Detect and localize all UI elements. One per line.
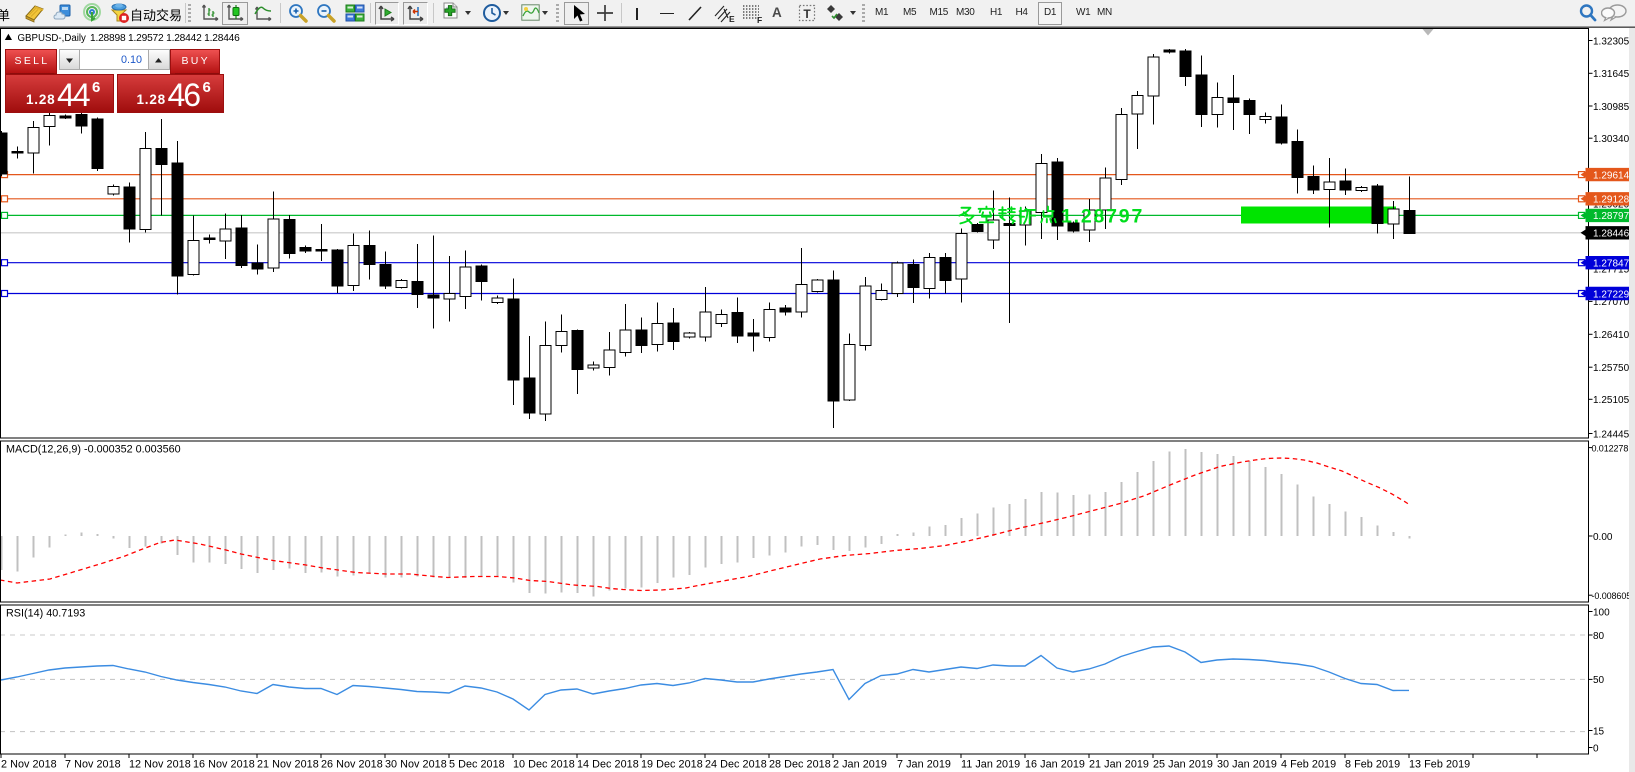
svg-text:MACD(12,26,9) -0.000352 0.0035: MACD(12,26,9) -0.000352 0.003560 <box>6 444 181 456</box>
svg-text:7 Jan 2019: 7 Jan 2019 <box>897 759 951 771</box>
svg-text:E: E <box>729 14 735 24</box>
svg-text:21 Jan 2019: 21 Jan 2019 <box>1089 759 1149 771</box>
svg-text:16 Nov 2018: 16 Nov 2018 <box>193 759 255 771</box>
svg-text:2 Nov 2018: 2 Nov 2018 <box>1 759 57 771</box>
svg-text:16 Jan 2019: 16 Jan 2019 <box>1025 759 1085 771</box>
svg-text:14 Dec 2018: 14 Dec 2018 <box>577 759 639 771</box>
svg-text:RSI(14) 40.7193: RSI(14) 40.7193 <box>6 608 85 620</box>
svg-text:15: 15 <box>1593 726 1605 737</box>
svg-text:21 Nov 2018: 21 Nov 2018 <box>257 759 319 771</box>
svg-text:100: 100 <box>1593 607 1610 618</box>
svg-text:30 Nov 2018: 30 Nov 2018 <box>385 759 447 771</box>
svg-text:0.012278: 0.012278 <box>1592 443 1629 453</box>
svg-text:2 Jan 2019: 2 Jan 2019 <box>833 759 887 771</box>
svg-text:24 Dec 2018: 24 Dec 2018 <box>705 759 767 771</box>
svg-text:1.32305: 1.32305 <box>1593 36 1630 47</box>
svg-text:1.25105: 1.25105 <box>1593 395 1630 406</box>
svg-text:13 Feb 2019: 13 Feb 2019 <box>1409 759 1470 771</box>
svg-text:50: 50 <box>1593 675 1605 686</box>
svg-text:1.30985: 1.30985 <box>1593 102 1630 113</box>
svg-text:8 Feb 2019: 8 Feb 2019 <box>1345 759 1400 771</box>
svg-text:7 Nov 2018: 7 Nov 2018 <box>65 759 121 771</box>
svg-text:1.27070: 1.27070 <box>1593 297 1630 308</box>
svg-text:1.25750: 1.25750 <box>1593 363 1630 374</box>
svg-text:GBPUSD-,Daily: GBPUSD-,Daily <box>18 33 87 44</box>
svg-text:11 Jan 2019: 11 Jan 2019 <box>961 759 1020 771</box>
svg-text:1.26410: 1.26410 <box>1593 330 1630 341</box>
svg-text:1.28797: 1.28797 <box>1593 211 1630 222</box>
svg-text:1.27847: 1.27847 <box>1593 259 1630 270</box>
svg-text:5 Dec 2018: 5 Dec 2018 <box>449 759 505 771</box>
svg-text:26 Nov 2018: 26 Nov 2018 <box>321 759 383 771</box>
svg-text:25 Jan 2019: 25 Jan 2019 <box>1153 759 1213 771</box>
svg-text:1.30340: 1.30340 <box>1593 134 1630 145</box>
svg-text:19 Dec 2018: 19 Dec 2018 <box>641 759 703 771</box>
svg-text:1.28898 1.29572 1.28442 1.2844: 1.28898 1.29572 1.28442 1.28446 <box>90 33 240 44</box>
svg-text:28 Dec 2018: 28 Dec 2018 <box>769 759 831 771</box>
svg-text:T: T <box>803 7 811 21</box>
svg-text:F: F <box>757 15 762 25</box>
svg-text:1.29128: 1.29128 <box>1593 195 1630 206</box>
svg-text:4 Feb 2019: 4 Feb 2019 <box>1281 759 1336 771</box>
svg-text:0.00: 0.00 <box>1593 532 1613 543</box>
svg-text:1.28797: 1.28797 <box>1061 206 1144 228</box>
svg-text:30 Jan 2019: 30 Jan 2019 <box>1217 759 1277 771</box>
svg-text:1.31645: 1.31645 <box>1593 69 1630 80</box>
svg-text:0: 0 <box>1593 743 1599 754</box>
svg-text:1.29614: 1.29614 <box>1593 170 1630 181</box>
svg-text:1.27715: 1.27715 <box>1593 265 1630 276</box>
svg-text:80: 80 <box>1593 631 1605 642</box>
svg-text:10 Dec 2018: 10 Dec 2018 <box>513 759 575 771</box>
svg-text:12 Nov 2018: 12 Nov 2018 <box>129 759 191 771</box>
svg-text:-0.008605: -0.008605 <box>1592 591 1632 601</box>
svg-text:1.27229: 1.27229 <box>1593 289 1630 300</box>
svg-text:1.28446: 1.28446 <box>1593 229 1630 240</box>
svg-text:1.24445: 1.24445 <box>1593 429 1630 440</box>
